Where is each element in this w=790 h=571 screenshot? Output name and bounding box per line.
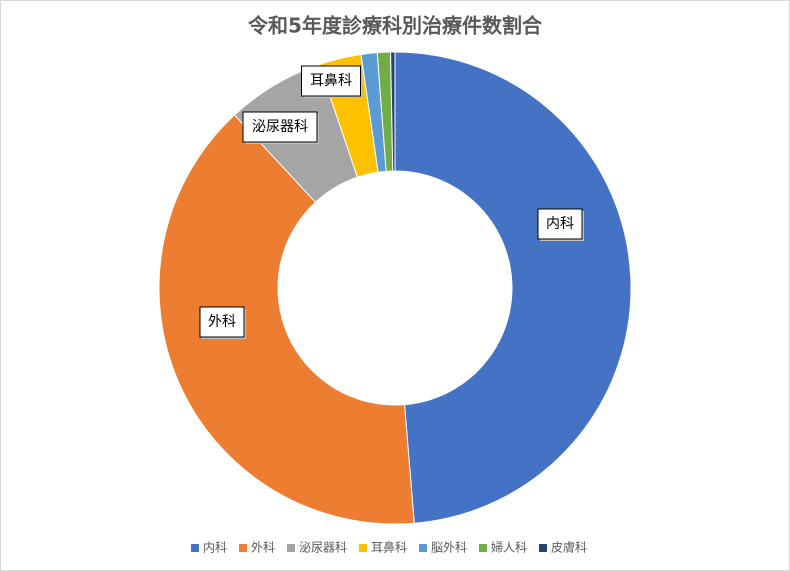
legend-swatch (419, 544, 427, 552)
legend-label: 内科 (203, 541, 227, 555)
data-label: 泌尿器科 (252, 119, 308, 135)
data-label: 耳鼻科 (310, 72, 352, 89)
slice (394, 51, 632, 524)
legend-label: 婦人科 (491, 540, 527, 555)
legend-label: 脳外科 (431, 541, 467, 555)
legend-label: 泌尿器科 (299, 541, 347, 555)
slice (390, 51, 396, 172)
chart-title: 令和5年度診療科別治療件数割合 (248, 14, 543, 38)
legend-swatch (479, 544, 487, 552)
label-box (242, 111, 318, 143)
legend-swatch (287, 544, 295, 552)
legend-label: 皮膚科 (551, 540, 587, 555)
legend-swatch (191, 544, 199, 552)
data-label: 内科 (546, 216, 574, 232)
label-box (537, 208, 583, 240)
legend-label: 外科 (251, 541, 275, 555)
legend-swatch (539, 544, 547, 552)
label-box (199, 306, 245, 338)
slice (158, 114, 415, 525)
legend-swatch (239, 544, 247, 552)
data-label: 外科 (208, 314, 236, 330)
legend-swatch (359, 544, 367, 552)
legend-label: 耳鼻科 (371, 540, 407, 555)
label-box (301, 65, 361, 97)
